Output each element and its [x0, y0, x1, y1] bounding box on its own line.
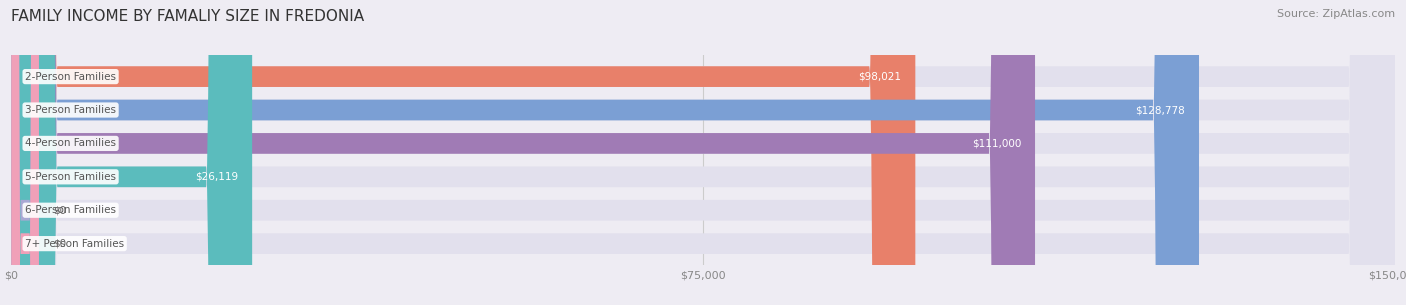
FancyBboxPatch shape	[11, 0, 915, 305]
Text: $111,000: $111,000	[972, 138, 1021, 149]
Text: $98,021: $98,021	[859, 72, 901, 82]
Text: 4-Person Families: 4-Person Families	[25, 138, 117, 149]
FancyBboxPatch shape	[11, 0, 1395, 305]
Text: FAMILY INCOME BY FAMALIY SIZE IN FREDONIA: FAMILY INCOME BY FAMALIY SIZE IN FREDONI…	[11, 9, 364, 24]
FancyBboxPatch shape	[11, 0, 1395, 305]
Text: 7+ Person Families: 7+ Person Families	[25, 239, 124, 249]
FancyBboxPatch shape	[11, 0, 1395, 305]
Text: $0: $0	[53, 205, 66, 215]
FancyBboxPatch shape	[11, 0, 39, 305]
FancyBboxPatch shape	[11, 0, 1035, 305]
Text: 6-Person Families: 6-Person Families	[25, 205, 117, 215]
FancyBboxPatch shape	[11, 0, 1199, 305]
FancyBboxPatch shape	[11, 0, 1395, 305]
FancyBboxPatch shape	[11, 0, 1395, 305]
Text: $26,119: $26,119	[195, 172, 239, 182]
Text: $0: $0	[53, 239, 66, 249]
Text: 3-Person Families: 3-Person Families	[25, 105, 117, 115]
Text: 5-Person Families: 5-Person Families	[25, 172, 117, 182]
FancyBboxPatch shape	[11, 0, 252, 305]
Text: 2-Person Families: 2-Person Families	[25, 72, 117, 82]
FancyBboxPatch shape	[11, 0, 1395, 305]
Text: Source: ZipAtlas.com: Source: ZipAtlas.com	[1277, 9, 1395, 19]
Text: $128,778: $128,778	[1136, 105, 1185, 115]
FancyBboxPatch shape	[11, 0, 39, 305]
